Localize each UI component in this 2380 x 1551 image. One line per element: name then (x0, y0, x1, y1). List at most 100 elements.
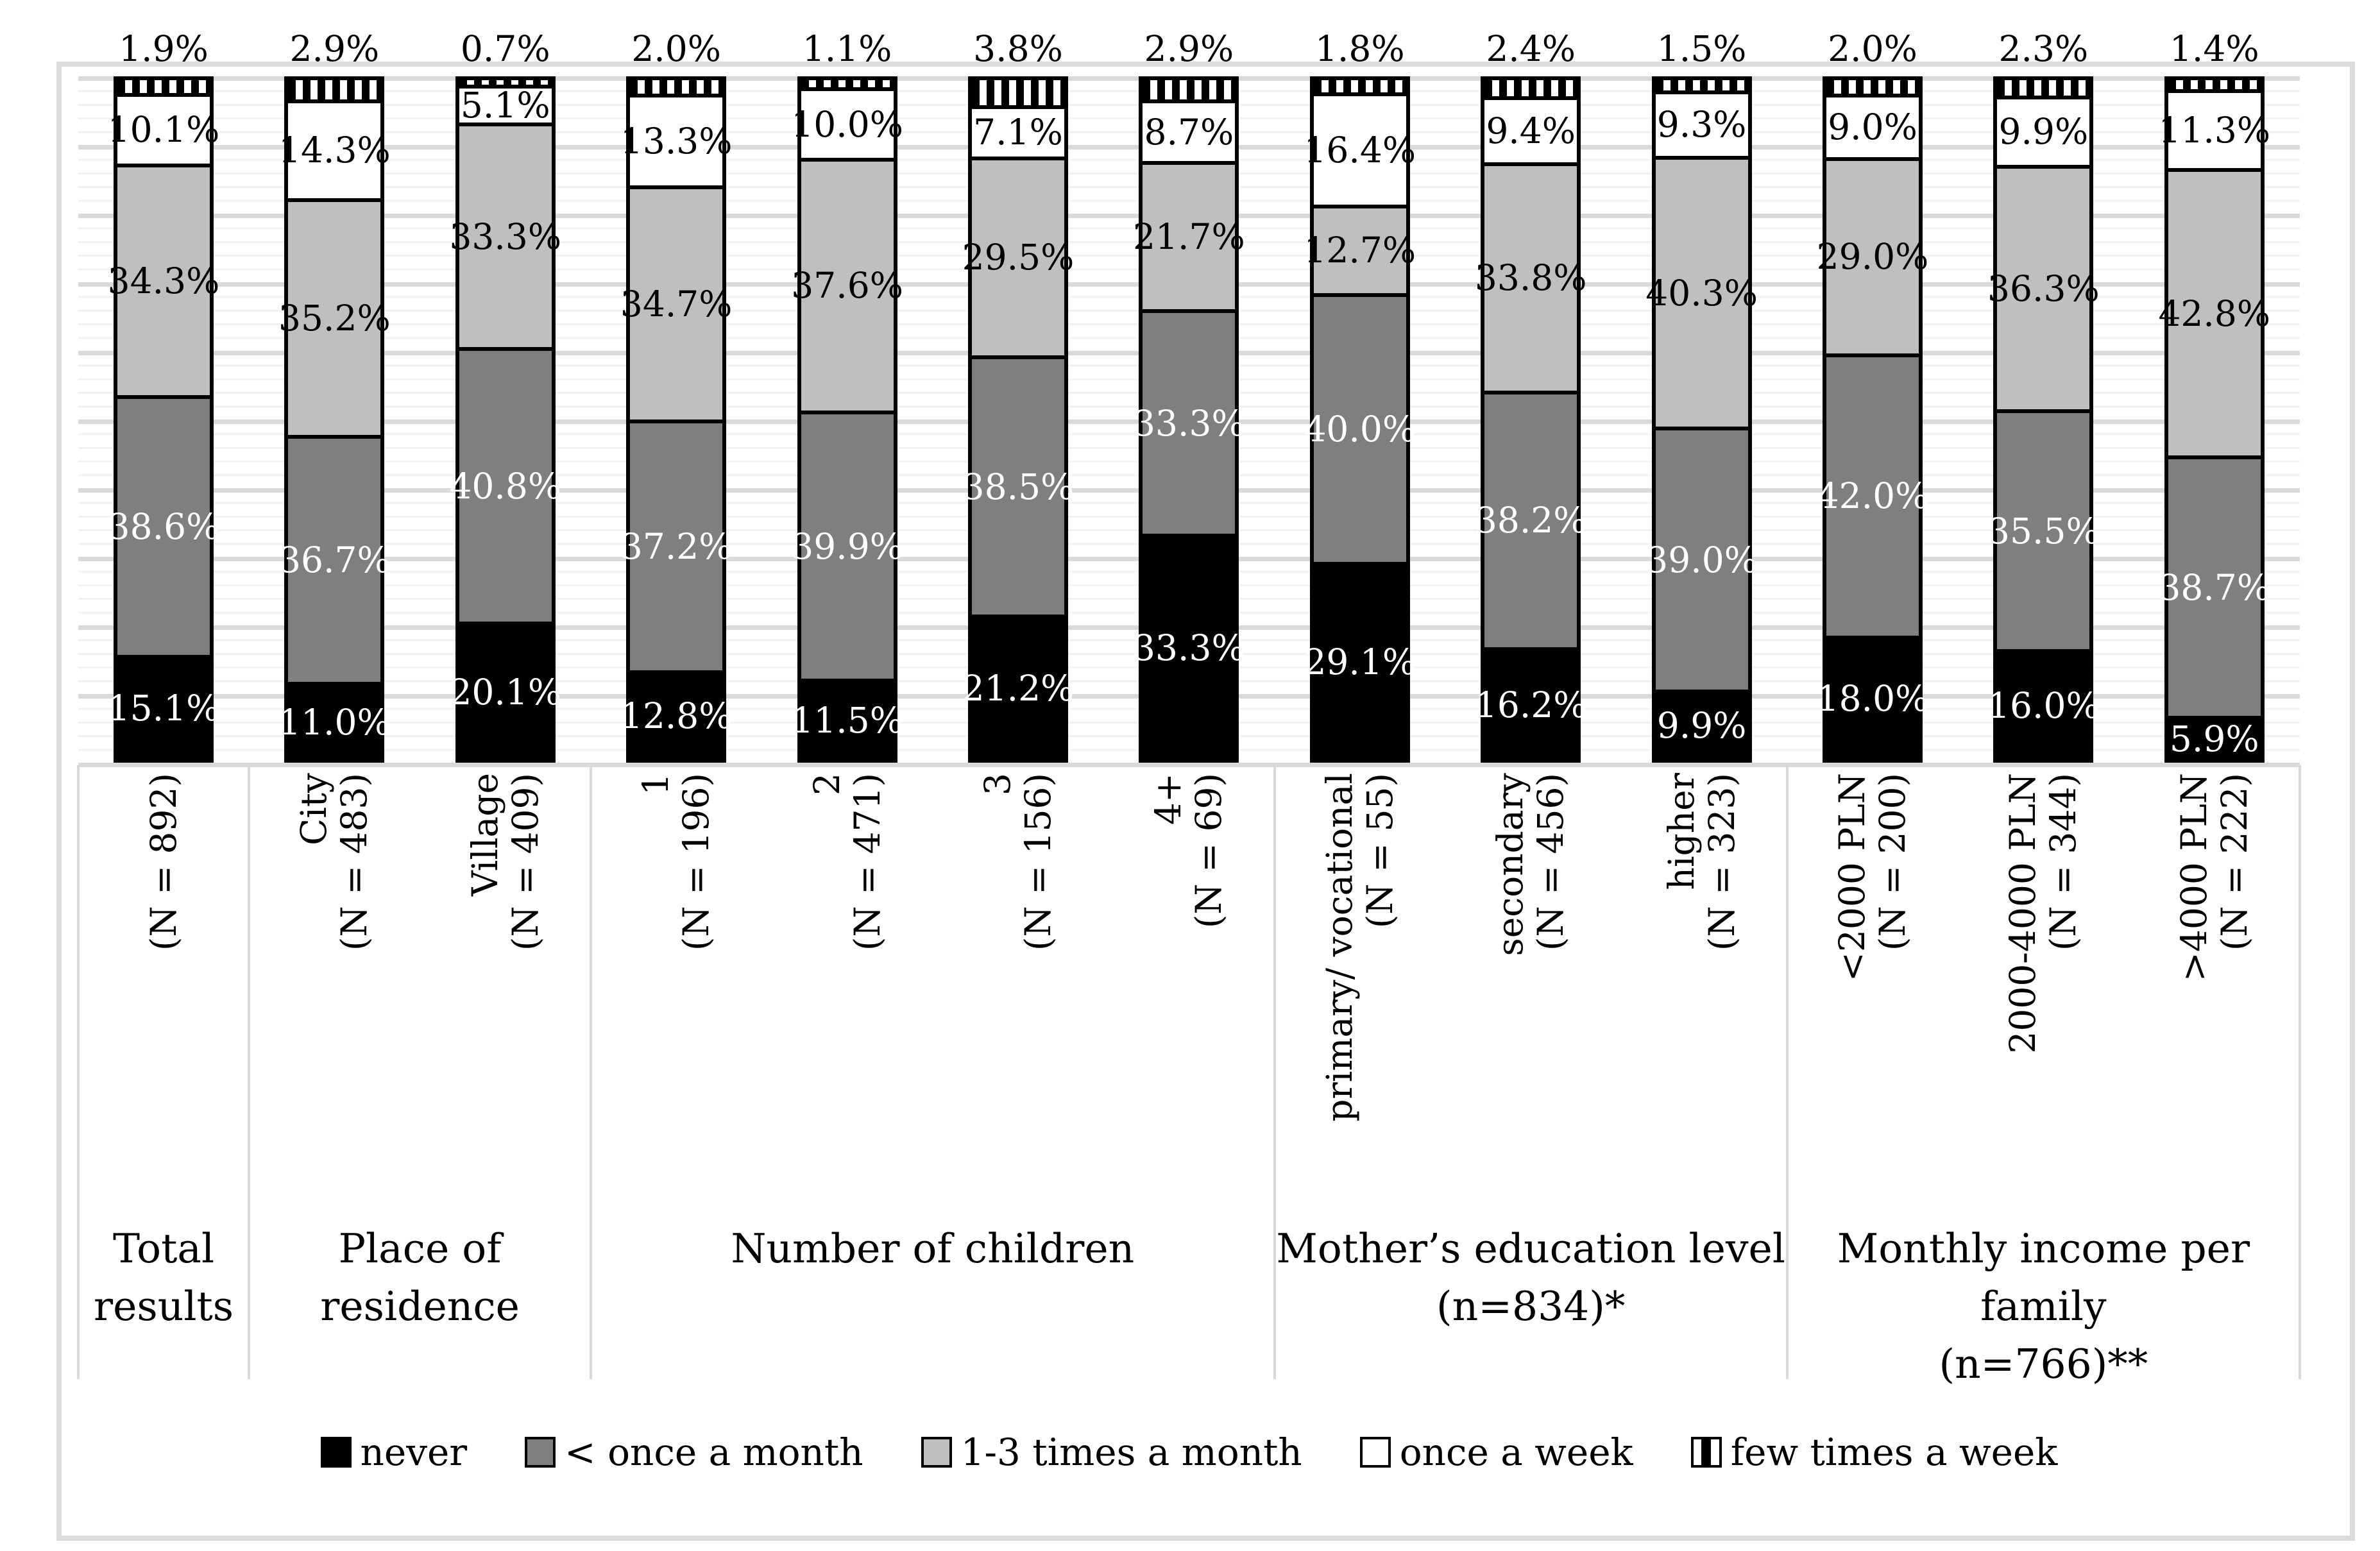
segment-value-label: 37.6% (791, 265, 903, 307)
legend-item: < once a month (525, 1434, 863, 1471)
bar-segment-never: 29.1% (1304, 562, 1416, 759)
bar-segment-once-week: 10.0% (791, 87, 903, 158)
bar: 5.1% 33.3% 40.8% 20.1% (449, 76, 561, 763)
axis-category-label-line: (N = 456) (1530, 773, 1572, 951)
axis-category-label-line: (N = 483) (334, 773, 375, 951)
bar-segment-never: 16.0% (1987, 648, 2100, 759)
bar-segment-once-week: 14.3% (278, 99, 391, 198)
segment-value-label: 29.1% (1304, 641, 1416, 683)
segment-value-label: 5.9% (2169, 718, 2259, 760)
segment-value-label: 29.0% (1816, 236, 1929, 278)
axis-category-label: primary/ vocational (N = 55) (1319, 773, 1400, 1209)
bar-segment-once-week: 9.0% (1826, 93, 1919, 157)
bar-segment-few-week (1313, 80, 1406, 92)
bar-top-label: 2.9% (289, 28, 380, 69)
group-title: Total results (78, 1220, 249, 1335)
axis-category-label-line: (N = 471) (846, 773, 888, 951)
bar-segment-once-week: 9.4% (1484, 96, 1577, 163)
bar-segment-one-three-month: 34.3% (108, 164, 219, 395)
legend: never < once a month 1-3 times a month once… (78, 1432, 2300, 1473)
segment-value-label: 10.0% (791, 103, 903, 145)
bar: 8.7% 21.7% 33.3% 33.3% (1133, 76, 1245, 763)
axis-category-label: <2000 PLN (N = 200) (1832, 773, 1913, 1209)
bar-segment-few-week (117, 80, 210, 93)
group-title: Number of children (591, 1220, 1275, 1278)
bar-segment-never: 21.2% (962, 614, 1074, 759)
bar-segment-never: 33.3% (1133, 534, 1245, 759)
legend-item-label: once a week (1399, 1430, 1633, 1474)
bar-segment-one-three-month: 21.7% (1133, 161, 1245, 309)
segment-value-label: 11.3% (2158, 110, 2271, 151)
bar-segment-few-week (1655, 80, 1748, 90)
bar-segment-one-three-month: 34.7% (620, 185, 733, 420)
bar-segment-once-week: 9.9% (1997, 95, 2090, 165)
segment-value-label: 21.7% (1133, 216, 1245, 257)
bar-segment-few-week (459, 80, 552, 85)
bar-segment-lt-once-month: 40.0% (1304, 292, 1416, 563)
segment-value-label: 12.8% (620, 695, 733, 737)
segment-value-label: 40.0% (1304, 408, 1416, 450)
group-title: Place of residence (249, 1220, 591, 1335)
legend-item: 1-3 times a month (921, 1434, 1302, 1471)
bar: 9.0% 29.0% 42.0% 18.0% (1817, 76, 1928, 763)
bar-segment-few-week (2168, 80, 2261, 90)
segment-value-label: 11.5% (791, 700, 903, 742)
bar-segment-never: 18.0% (1817, 635, 1928, 759)
category-divider (590, 765, 592, 1379)
axis-category-label-line: higher (1660, 773, 1702, 890)
group-title-line: results (94, 1283, 234, 1330)
legend-swatch-once-week-icon (1359, 1437, 1391, 1468)
bar-segment-once-week: 7.1% (972, 105, 1064, 157)
axis-category-label: 2000-4000 PLN (N = 344) (2002, 773, 2084, 1209)
bar-segment-one-three-month: 42.8% (2158, 168, 2270, 456)
bar-segment-once-week: 16.4% (1304, 92, 1416, 205)
segment-value-label: 36.3% (1987, 268, 2100, 310)
bar-segment-lt-once-month: 38.5% (962, 355, 1074, 614)
bar: 9.9% 36.3% 35.5% 16.0% (1987, 76, 2100, 763)
segment-value-label: 38.6% (107, 505, 220, 547)
axis-category-label-line: (N = 69) (1188, 773, 1230, 929)
bar-segment-never: 20.1% (449, 622, 561, 759)
bar-segment-one-three-month: 29.0% (1817, 157, 1928, 353)
bar-segment-lt-once-month: 38.7% (2158, 455, 2270, 716)
bar: 9.4% 33.8% 38.2% 16.2% (1475, 76, 1587, 763)
axis-category-label-line: (N = 196) (676, 773, 717, 951)
legend-item: once a week (1359, 1430, 1633, 1474)
bar-top-label: 1.1% (802, 28, 892, 69)
segment-value-label: 39.0% (1645, 539, 1758, 581)
bar-segment-lt-once-month: 38.6% (108, 394, 219, 655)
bar-segment-lt-once-month: 36.7% (278, 435, 391, 682)
bar-segment-few-week (801, 80, 894, 88)
bar-segment-once-week: 11.3% (2158, 89, 2270, 169)
segment-value-label: 39.9% (791, 525, 903, 567)
bar: 14.3% 35.2% 36.7% 11.0% (278, 76, 391, 763)
axis-category-label-line: (N = 323) (1701, 773, 1742, 951)
axis-category-label: higher (N = 323) (1660, 773, 1742, 1209)
group-title-line: (n=766)** (1939, 1341, 2148, 1387)
segment-value-label: 12.7% (1304, 230, 1416, 271)
group-title-line: Mother’s education level (1276, 1225, 1785, 1272)
bar-segment-once-week: 10.1% (108, 92, 219, 164)
axis-category-label: 3 (N = 156) (977, 773, 1058, 1209)
segment-value-label: 38.2% (1474, 500, 1587, 541)
bar-segment-few-week (1484, 80, 1577, 96)
segment-value-label: 20.1% (449, 671, 562, 713)
bar-segment-never: 15.1% (108, 654, 219, 759)
segment-value-label: 33.3% (1133, 627, 1245, 669)
axis-category-label: (N = 892) (143, 773, 184, 1209)
segment-value-label: 33.3% (1133, 402, 1245, 444)
bar-segment-one-three-month: 29.5% (962, 156, 1074, 356)
axis-category-label-line: 2 (806, 773, 847, 795)
bar: 11.3% 42.8% 38.7% 5.9% (2158, 76, 2270, 763)
bar-top-label: 2.0% (631, 28, 722, 69)
bar-segment-lt-once-month: 38.2% (1475, 390, 1587, 648)
segment-value-label: 5.1% (460, 85, 550, 126)
segment-value-label: 36.7% (278, 539, 391, 581)
segment-value-label: 34.7% (620, 284, 733, 325)
group-title-line: Number of children (731, 1225, 1135, 1272)
bar-segment-lt-once-month: 42.0% (1817, 353, 1928, 636)
bar-segment-one-three-month: 36.3% (1987, 165, 2100, 410)
segment-value-label: 13.3% (620, 120, 733, 162)
bar-segment-never: 9.9% (1655, 689, 1748, 759)
